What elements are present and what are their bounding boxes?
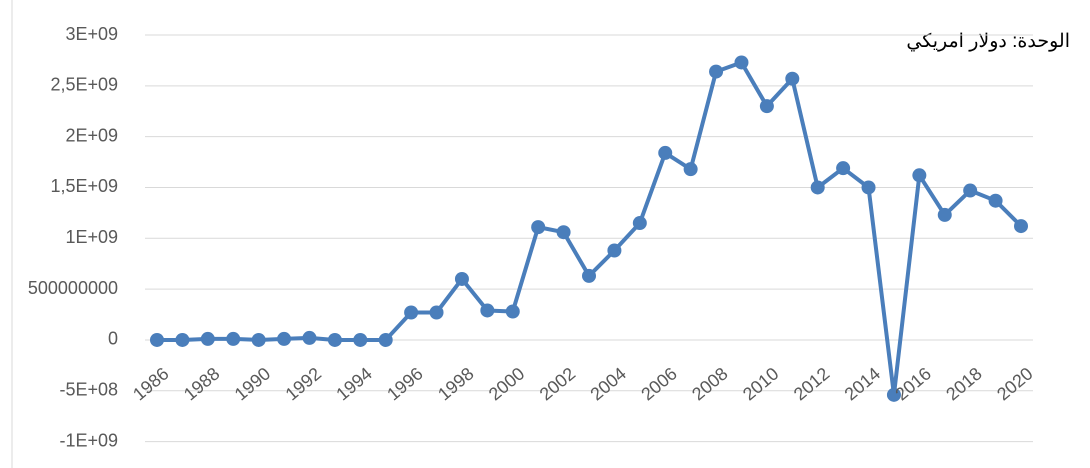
- data-point: [480, 303, 495, 318]
- x-tick-label: 1990: [231, 363, 275, 404]
- x-tick-label: 1998: [434, 363, 478, 404]
- x-tick-label: 2006: [637, 363, 681, 404]
- data-point: [683, 162, 698, 177]
- x-tick-label: 2008: [688, 363, 732, 404]
- x-tick-label: 2004: [587, 363, 631, 404]
- data-point: [302, 330, 317, 345]
- y-tick-label: -5E+08: [59, 380, 118, 400]
- data-point: [886, 387, 901, 402]
- x-tick-label: 1996: [383, 363, 427, 404]
- data-point: [1014, 219, 1028, 234]
- y-tick-label: 500000000: [28, 278, 118, 298]
- data-point: [861, 180, 876, 195]
- y-tick-label: -1E+09: [59, 430, 118, 450]
- data-point: [658, 145, 673, 160]
- data-point: [785, 71, 800, 86]
- data-point: [226, 331, 241, 346]
- x-tick-label: 2000: [485, 363, 529, 404]
- data-point: [709, 64, 724, 79]
- y-tick-label: 3E+09: [65, 24, 118, 44]
- data-point: [912, 168, 927, 183]
- data-point: [582, 268, 596, 283]
- data-point: [556, 225, 571, 240]
- data-point: [937, 207, 952, 222]
- data-point: [404, 305, 419, 320]
- x-tick-label: 2014: [841, 363, 885, 404]
- x-tick-label: 2012: [790, 363, 834, 404]
- data-point: [175, 332, 190, 347]
- y-tick-label: 1,5E+09: [50, 176, 118, 196]
- y-tick-label: 2,5E+09: [50, 75, 118, 95]
- data-point: [353, 332, 368, 347]
- data-point: [759, 99, 774, 114]
- data-point: [429, 305, 444, 320]
- data-point: [810, 180, 825, 195]
- data-point: [505, 304, 520, 319]
- x-tick-label: 2002: [536, 363, 580, 404]
- data-point: [277, 331, 292, 346]
- data-point: [327, 332, 342, 347]
- x-tick-label: 1986: [129, 363, 173, 404]
- data-point: [988, 193, 1003, 208]
- x-tick-label: 1988: [180, 363, 224, 404]
- y-tick-label: 0: [108, 329, 118, 349]
- data-point: [378, 332, 393, 347]
- data-point: [200, 331, 215, 346]
- data-point: [632, 216, 647, 231]
- x-tick-label: 2018: [942, 363, 986, 404]
- data-point: [607, 243, 622, 258]
- data-point: [531, 220, 546, 235]
- unit-annotation: الوحدة: دولار امريكي: [906, 31, 1070, 52]
- x-tick-label: 2010: [739, 363, 783, 404]
- data-point: [836, 161, 851, 176]
- data-point: [251, 332, 266, 347]
- y-tick-label: 1E+09: [65, 227, 118, 247]
- x-tick-label: 2020: [993, 363, 1037, 404]
- data-point: [454, 271, 469, 286]
- x-tick-label: 1994: [332, 363, 376, 404]
- data-point: [150, 332, 164, 347]
- x-tick-label: 1992: [282, 363, 326, 404]
- data-point: [963, 183, 978, 198]
- data-point: [734, 55, 749, 70]
- y-tick-label: 2E+09: [65, 125, 118, 145]
